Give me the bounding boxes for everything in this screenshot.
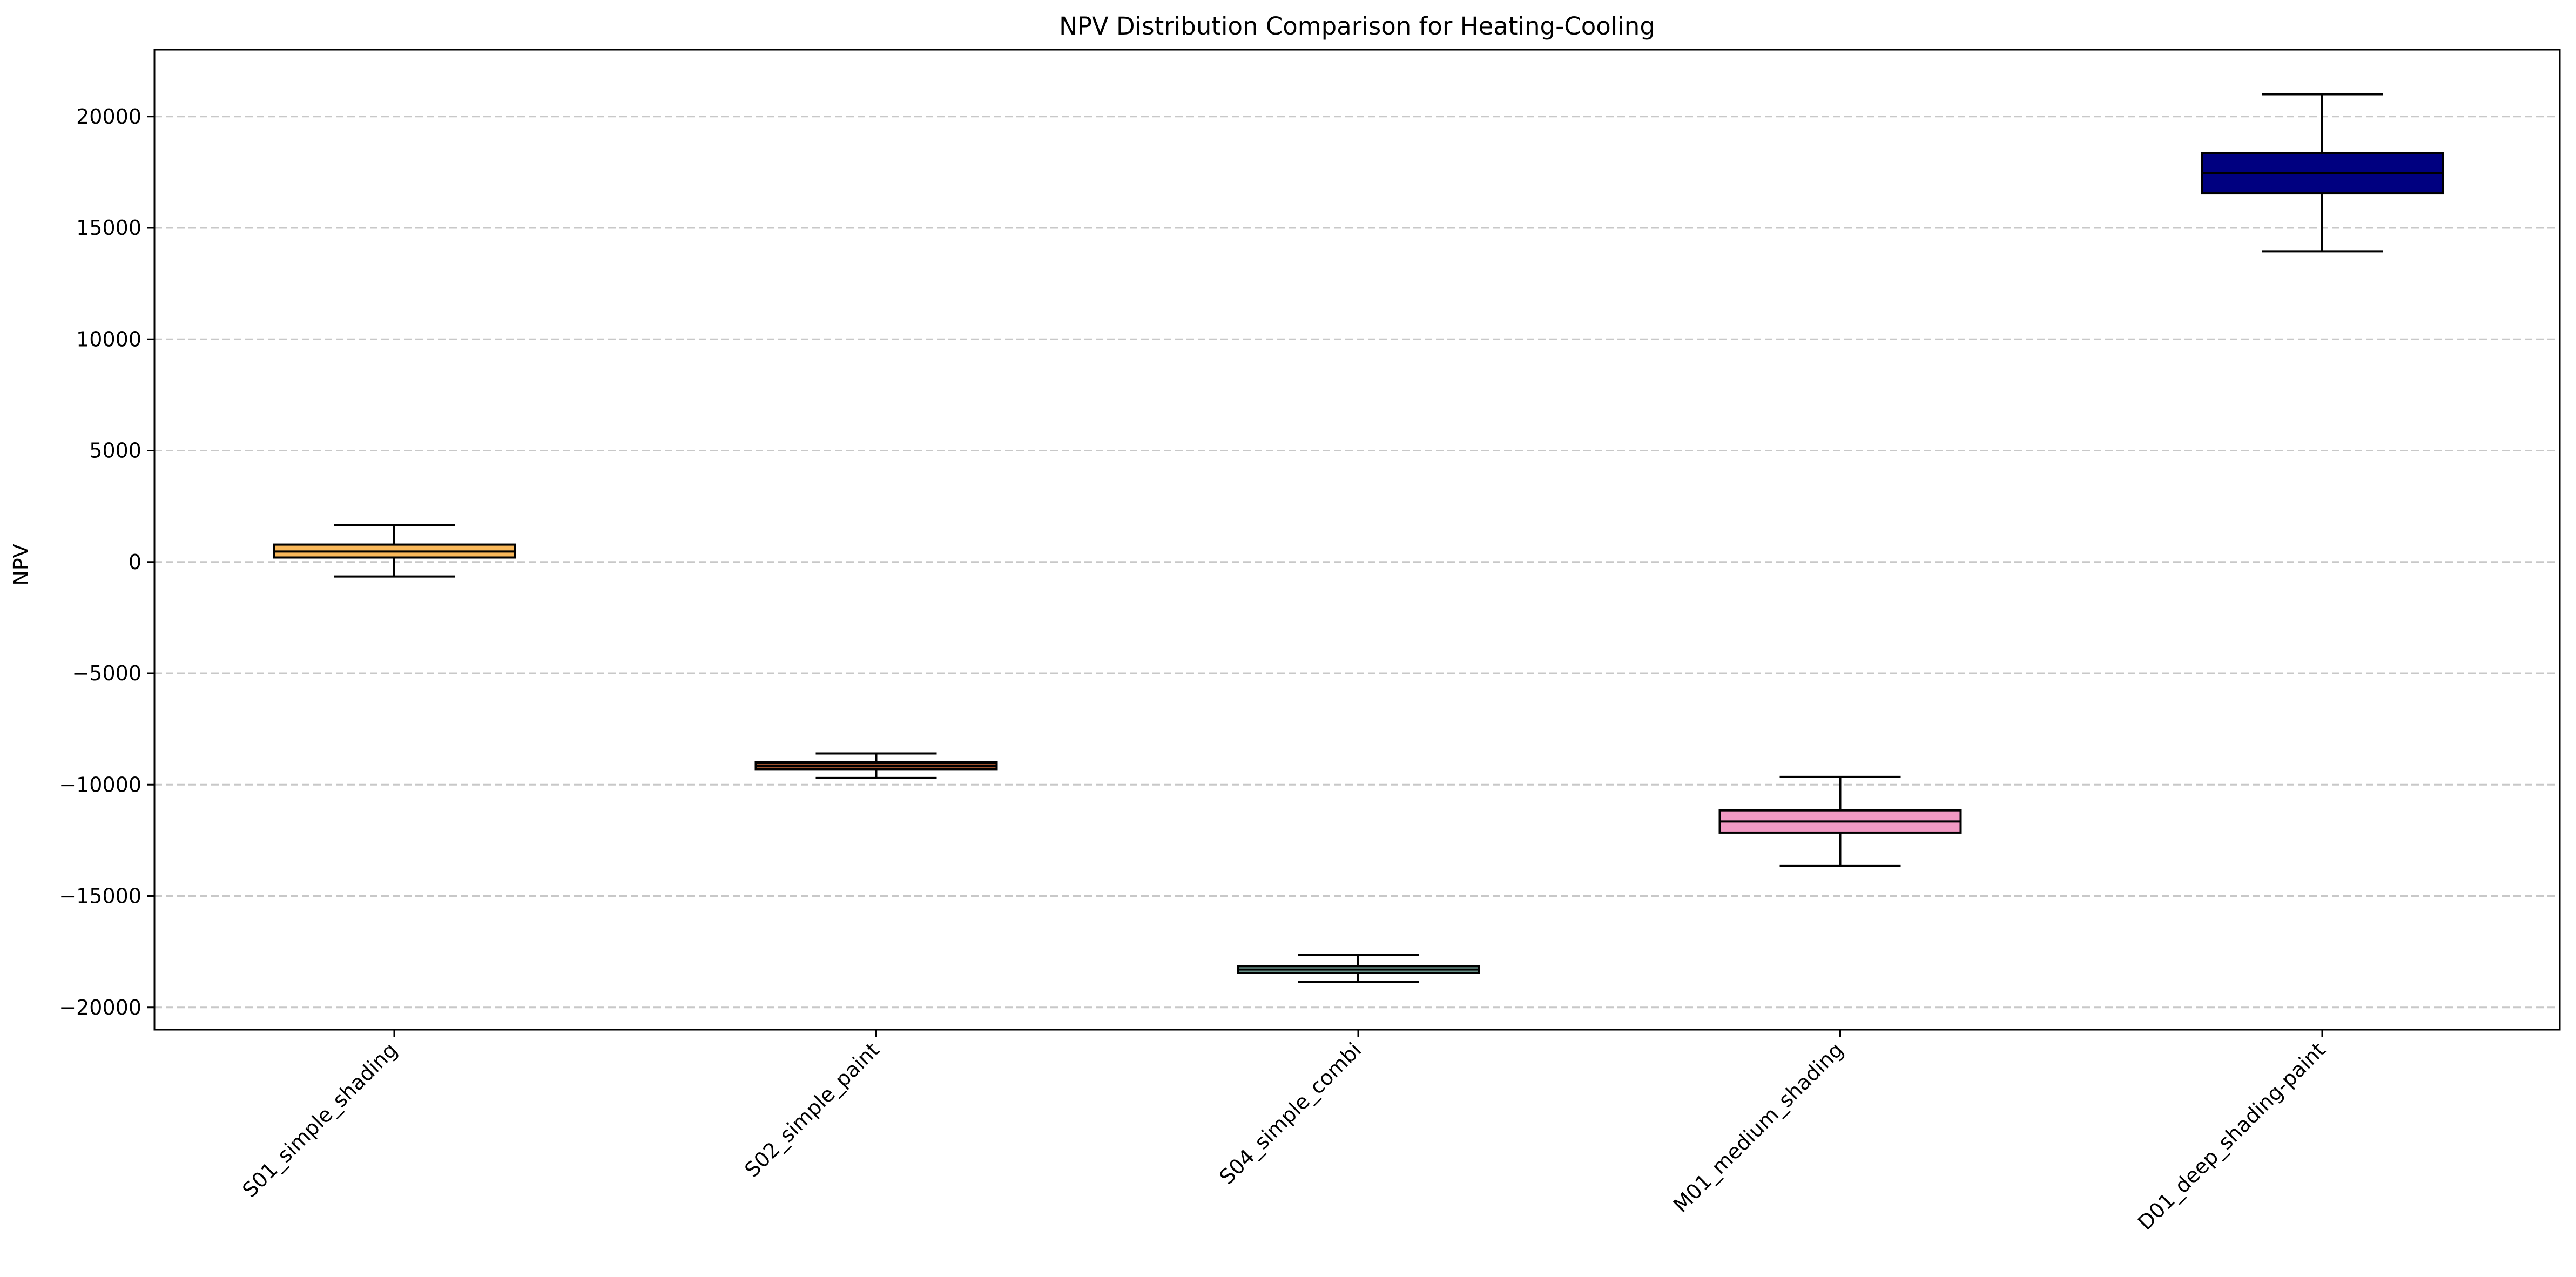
x-tick-label: S02_simple_paint: [740, 1038, 884, 1181]
grid-lines: [154, 116, 2560, 1009]
y-tick-label: 10000: [76, 327, 141, 351]
y-axis-ticks: −20000 −15000 −10000 −5000 0 5000 10000 15000 20…: [59, 105, 154, 1019]
box-layer: [273, 93, 2444, 983]
chart-title: NPV Distribution Comparison for Heating-…: [1059, 12, 1655, 40]
y-tick-label: 0: [129, 550, 141, 574]
y-tick-label: 5000: [89, 439, 141, 463]
x-tick-label: M01_medium_shading: [1669, 1038, 1848, 1217]
y-tick-label: 20000: [76, 105, 141, 129]
x-axis-ticks: S01_simple_shading S02_simple_paint S04_si…: [238, 1030, 2330, 1235]
x-tick-label: S01_simple_shading: [238, 1038, 402, 1202]
plot-area-frame: [153, 49, 2561, 1031]
y-tick-label: 15000: [76, 216, 141, 240]
y-tick-label: −20000: [59, 996, 141, 1019]
y-tick-label: −15000: [59, 884, 141, 908]
y-tick-label: −10000: [59, 773, 141, 796]
x-tick-label: S04_simple_combi: [1215, 1038, 1366, 1189]
y-tick-label: −5000: [72, 661, 141, 685]
x-tick-label: D01_deep_shading-paint: [2133, 1038, 2330, 1234]
y-axis-label: NPV: [9, 544, 33, 585]
